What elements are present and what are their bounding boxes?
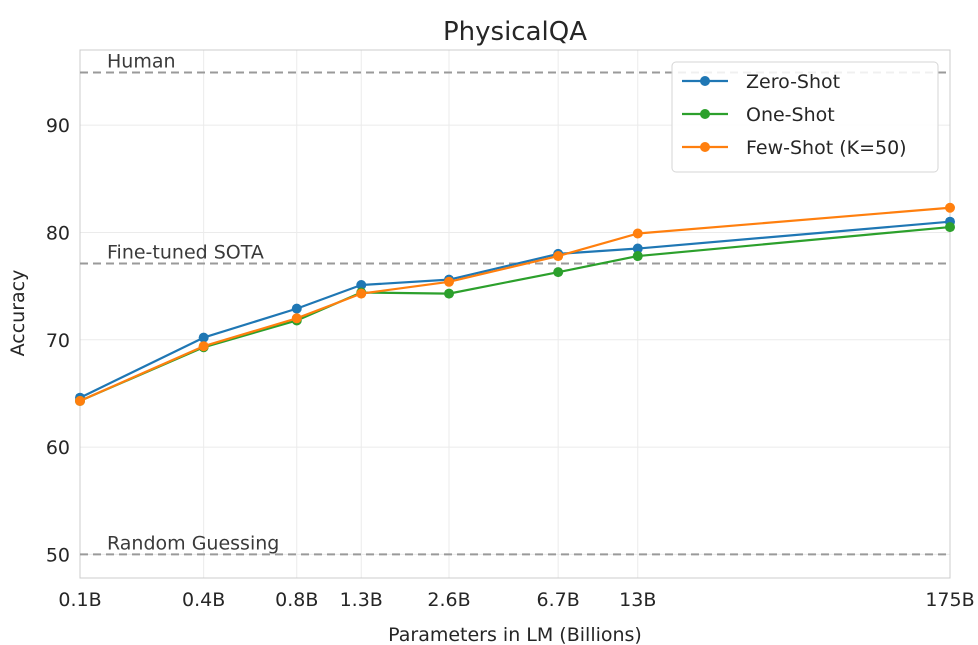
series-line-one-shot: [79, 225, 951, 402]
ref-line-label-fine-tuned-sota: Fine-tuned SOTA: [107, 242, 264, 264]
ref-line-label-random-guessing: Random Guessing: [107, 532, 279, 554]
x-tick-label: 0.1B: [58, 589, 101, 611]
data-point-few-shot-k-50: [356, 288, 367, 299]
y-tick-label: 60: [46, 437, 70, 459]
legend-label-few-shot-k-50: Few-Shot (K=50): [746, 137, 907, 159]
data-point-zero-shot: [198, 332, 209, 343]
data-point-few-shot-k-50: [198, 341, 209, 352]
x-tick-label: 175B: [925, 589, 974, 611]
data-point-zero-shot: [291, 303, 302, 314]
ref-line-label-human: Human: [107, 51, 176, 73]
x-tick-label: 6.7B: [537, 589, 580, 611]
x-axis-label: Parameters in LM (Billions): [388, 624, 642, 645]
legend-label-one-shot: One-Shot: [746, 104, 835, 126]
data-point-few-shot-k-50: [632, 228, 643, 239]
y-tick-label: 90: [46, 115, 70, 137]
data-point-one-shot: [444, 288, 455, 299]
y-tick-label: 80: [46, 222, 70, 244]
legend-box: [671, 61, 939, 173]
x-tick-label: 1.3B: [340, 589, 383, 611]
x-tick-label: 0.8B: [275, 589, 318, 611]
data-point-zero-shot: [356, 280, 367, 291]
x-tick-label: 0.4B: [182, 589, 225, 611]
plot-frame: [79, 49, 951, 579]
legend-marker-few-shot-k-50: [700, 142, 710, 152]
y-tick-label: 50: [46, 544, 70, 566]
series-line-zero-shot: [79, 220, 951, 399]
data-point-one-shot: [632, 251, 643, 262]
data-point-one-shot: [945, 222, 955, 233]
data-point-few-shot-k-50: [75, 395, 85, 406]
legend: Zero-Shot One-Shot Few-Shot (K=50): [671, 61, 939, 173]
legend-marker-one-shot: [700, 109, 710, 119]
y-axis-label: Accuracy: [7, 270, 29, 357]
legend-label-zero-shot: Zero-Shot: [746, 71, 840, 93]
data-point-few-shot-k-50: [945, 202, 955, 213]
data-point-few-shot-k-50: [291, 313, 302, 324]
x-tick-label: 13B: [619, 589, 656, 611]
data-point-zero-shot: [632, 243, 643, 254]
y-tick-label: 70: [46, 330, 70, 352]
chart-title: PhysicalQA: [443, 17, 587, 47]
legend-marker-zero-shot: [700, 76, 710, 86]
data-point-one-shot: [553, 267, 564, 278]
x-tick-label: 2.6B: [427, 589, 470, 611]
series-line-few-shot-k-50: [79, 206, 951, 402]
data-point-few-shot-k-50: [444, 276, 455, 287]
data-point-few-shot-k-50: [553, 251, 564, 262]
